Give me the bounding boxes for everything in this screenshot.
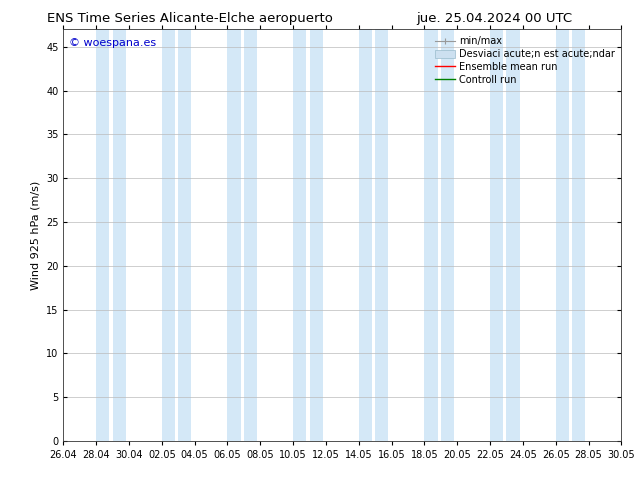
- Bar: [244, 29, 257, 441]
- Text: © woespana.es: © woespana.es: [69, 38, 156, 48]
- Bar: [375, 29, 388, 441]
- Bar: [162, 29, 175, 441]
- Bar: [424, 29, 437, 441]
- Bar: [507, 29, 520, 441]
- Bar: [572, 29, 585, 441]
- Bar: [441, 29, 454, 441]
- Text: jue. 25.04.2024 00 UTC: jue. 25.04.2024 00 UTC: [417, 12, 573, 25]
- Bar: [228, 29, 241, 441]
- Bar: [490, 29, 503, 441]
- Bar: [178, 29, 191, 441]
- Legend: min/max, Desviaci acute;n est acute;ndar, Ensemble mean run, Controll run: min/max, Desviaci acute;n est acute;ndar…: [431, 32, 618, 89]
- Bar: [555, 29, 569, 441]
- Bar: [96, 29, 109, 441]
- Y-axis label: Wind 925 hPa (m/s): Wind 925 hPa (m/s): [30, 181, 41, 290]
- Text: ENS Time Series Alicante-Elche aeropuerto: ENS Time Series Alicante-Elche aeropuert…: [48, 12, 333, 25]
- Bar: [309, 29, 323, 441]
- Bar: [293, 29, 306, 441]
- Bar: [359, 29, 372, 441]
- Bar: [113, 29, 126, 441]
